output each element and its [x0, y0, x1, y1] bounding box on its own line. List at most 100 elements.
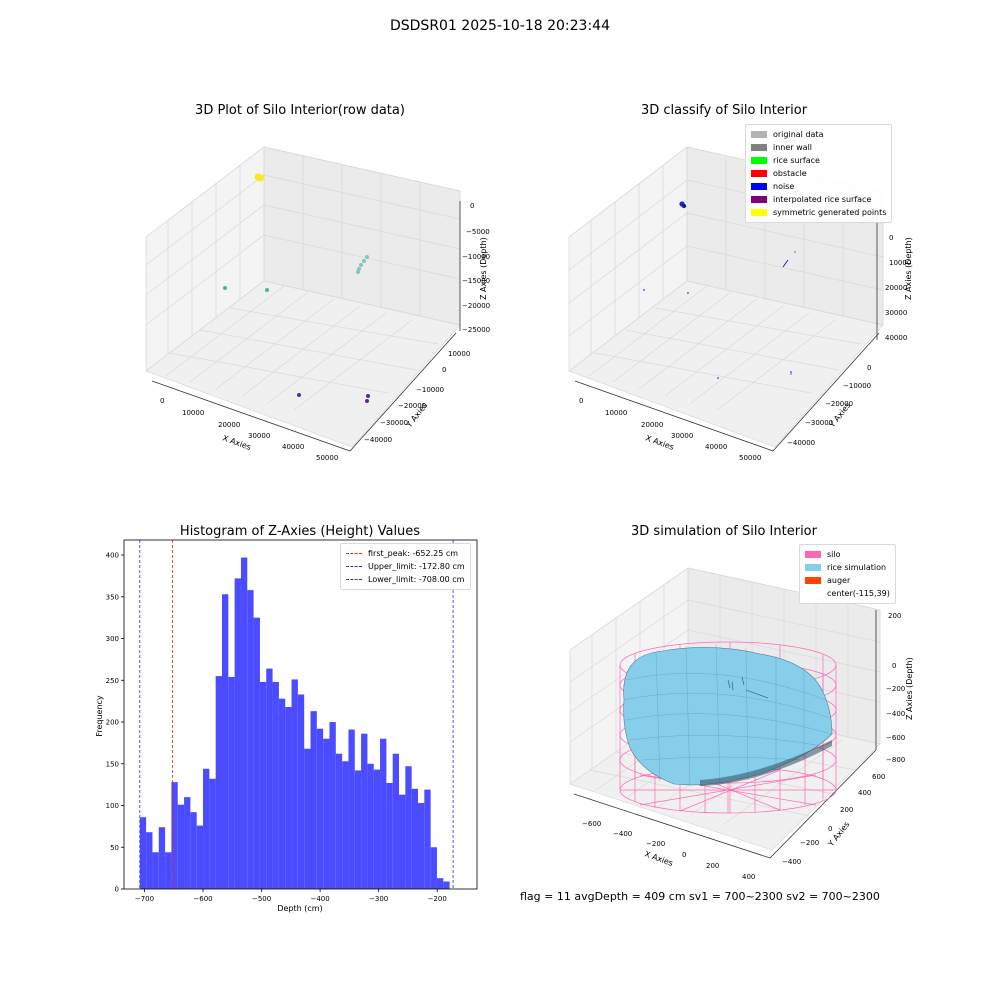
- legend-swatch: [751, 131, 767, 138]
- raw-z-tick: −10000: [462, 253, 490, 261]
- simulation-z-tick: 200: [888, 612, 901, 620]
- raw-x-tick: 20000: [218, 421, 240, 429]
- histogram-bar: [221, 594, 229, 889]
- classify-y-tick: −40000: [787, 439, 815, 447]
- simulation-z-axis-label: Z Axies (Depth): [905, 657, 914, 720]
- histogram-x-tick-label: −700: [135, 895, 154, 903]
- simulation-y-tick: 400: [858, 789, 871, 797]
- raw-z-tick: −5000: [466, 228, 490, 236]
- histogram-bar: [272, 681, 279, 889]
- classify-x-tick-labels: 0 10000 20000 30000 40000 50000: [579, 397, 761, 462]
- simulation-3d-plot[interactable]: −600 −400 −200 0 200 400 X Axies 600 400…: [560, 550, 930, 880]
- classify-x-tick: 0: [579, 397, 583, 405]
- raw-x-tick: 10000: [182, 409, 204, 417]
- raw-z-tick: 0: [470, 202, 474, 210]
- raw-point: [265, 288, 269, 292]
- legend-swatch: [751, 144, 767, 151]
- legend-label: rice simulation: [827, 563, 887, 572]
- legend-label: rice surface: [773, 156, 820, 165]
- raw-x-tick: 30000: [248, 432, 270, 440]
- histogram-x-ticks: −700 −600 −500 −400 −300 −200: [135, 889, 447, 903]
- classify-z-tick: 20000: [885, 284, 907, 292]
- classify-z-tick: 30000: [885, 309, 907, 317]
- histogram-x-tick-label: −500: [252, 895, 271, 903]
- raw-plot-title: 3D Plot of Silo Interior(row data): [195, 103, 405, 118]
- classify-z-tick: 10000: [889, 259, 911, 267]
- histogram-bar: [177, 804, 185, 889]
- raw-z-tick: −15000: [462, 277, 490, 285]
- histogram-y-tick-label: 350: [106, 593, 119, 601]
- legend-line-swatch: [346, 579, 362, 580]
- histogram-bar: [399, 794, 406, 889]
- histogram-bar: [146, 832, 153, 889]
- histogram-bar: [234, 578, 241, 889]
- histogram-bar: [209, 778, 216, 889]
- histogram-reference-lines: [139, 540, 454, 889]
- raw-y-tick: −10000: [416, 386, 444, 394]
- histogram-x-tick-label: −400: [310, 895, 329, 903]
- legend-item: Lower_limit: -708.00 cm: [346, 573, 465, 586]
- simulation-z-tick: −200: [886, 685, 905, 693]
- legend-label: auger: [827, 576, 851, 585]
- simulation-y-tick: 0: [828, 825, 832, 833]
- legend-swatch: [805, 577, 821, 584]
- histogram-bar: [165, 852, 172, 889]
- raw-y-tick-labels: 10000 0 −10000 −20000 −30000 −40000: [364, 350, 470, 444]
- histogram-bar: [361, 733, 368, 889]
- classify-z-tick: 40000: [885, 334, 907, 342]
- simulation-x-tick: 400: [742, 873, 755, 880]
- legend-label: center(-115,39): [827, 589, 890, 598]
- raw-z-axis-label: Z Axies (Depth): [479, 237, 488, 300]
- legend-item: interpolated rice surface: [751, 193, 886, 206]
- legend-line-swatch: [346, 553, 362, 554]
- classify-legend: original data inner wall rice surface ob…: [745, 124, 893, 223]
- simulation-z-tick-labels: 200 0 −200 −400 −600 −800: [886, 612, 905, 764]
- raw-z-tick: −20000: [462, 302, 490, 310]
- classify-point-cluster: [681, 203, 687, 209]
- histogram-bar: [367, 763, 374, 889]
- raw-point: [362, 259, 366, 263]
- legend-item: symmetric generated points: [751, 206, 886, 219]
- simulation-legend: silo rice simulation auger center(-115,3…: [799, 544, 896, 604]
- legend-label: Lower_limit: -708.00 cm: [368, 575, 465, 584]
- legend-swatch: [751, 196, 767, 203]
- classify-noise-point: [643, 289, 645, 291]
- raw-3d-plot[interactable]: 0 10000 20000 30000 40000 50000 X Axies …: [130, 130, 500, 470]
- histogram-bar: [380, 738, 387, 889]
- classify-y-tick-labels: 0 −10000 −20000 −30000 −40000: [787, 364, 871, 447]
- raw-point: [356, 270, 360, 274]
- simulation-x-tick: −600: [582, 820, 601, 828]
- histogram-bar: [430, 847, 437, 889]
- rice-mesh: [623, 643, 833, 787]
- auger-marks: [727, 676, 769, 699]
- raw-y-tick: −40000: [364, 436, 392, 444]
- status-line: flag = 11 avgDepth = 409 cm sv1 = 700~23…: [520, 890, 880, 903]
- rice-surface-shadow: [700, 740, 832, 786]
- histogram-bar: [278, 698, 286, 889]
- legend-label: interpolated rice surface: [773, 195, 872, 204]
- legend-label: original data: [773, 130, 824, 139]
- histogram-bar: [184, 797, 191, 889]
- simulation-x-tick: 0: [682, 851, 686, 859]
- legend-swatch: [751, 209, 767, 216]
- raw-point: [223, 286, 227, 290]
- legend-item: obstacle: [751, 167, 886, 180]
- histogram-y-tick-label: 300: [106, 635, 119, 643]
- simulation-y-tick-labels: 600 400 200 0 −200 −400: [782, 773, 885, 866]
- histogram-y-tick-label: 400: [106, 552, 119, 560]
- raw-point: [365, 255, 369, 259]
- legend-label: inner wall: [773, 143, 813, 152]
- histogram-bar: [190, 812, 197, 889]
- classify-noise-point: [717, 377, 719, 379]
- classify-z-axis-label: Z Axies (Depth): [904, 237, 913, 300]
- simulation-z-tick: 0: [892, 662, 896, 670]
- histogram-bar: [253, 617, 260, 889]
- legend-item: silo: [805, 548, 890, 561]
- legend-label: Upper_limit: -172.80 cm: [368, 562, 465, 571]
- histogram-bar: [436, 878, 444, 889]
- raw-z-tick: −25000: [462, 326, 490, 334]
- histogram-bar: [342, 761, 349, 889]
- histogram-bar: [297, 694, 305, 889]
- histogram-chart[interactable]: −700 −600 −500 −400 −300 −200 0 50 100 150 200 250…: [86, 536, 486, 916]
- histogram-x-tick-label: −200: [428, 895, 447, 903]
